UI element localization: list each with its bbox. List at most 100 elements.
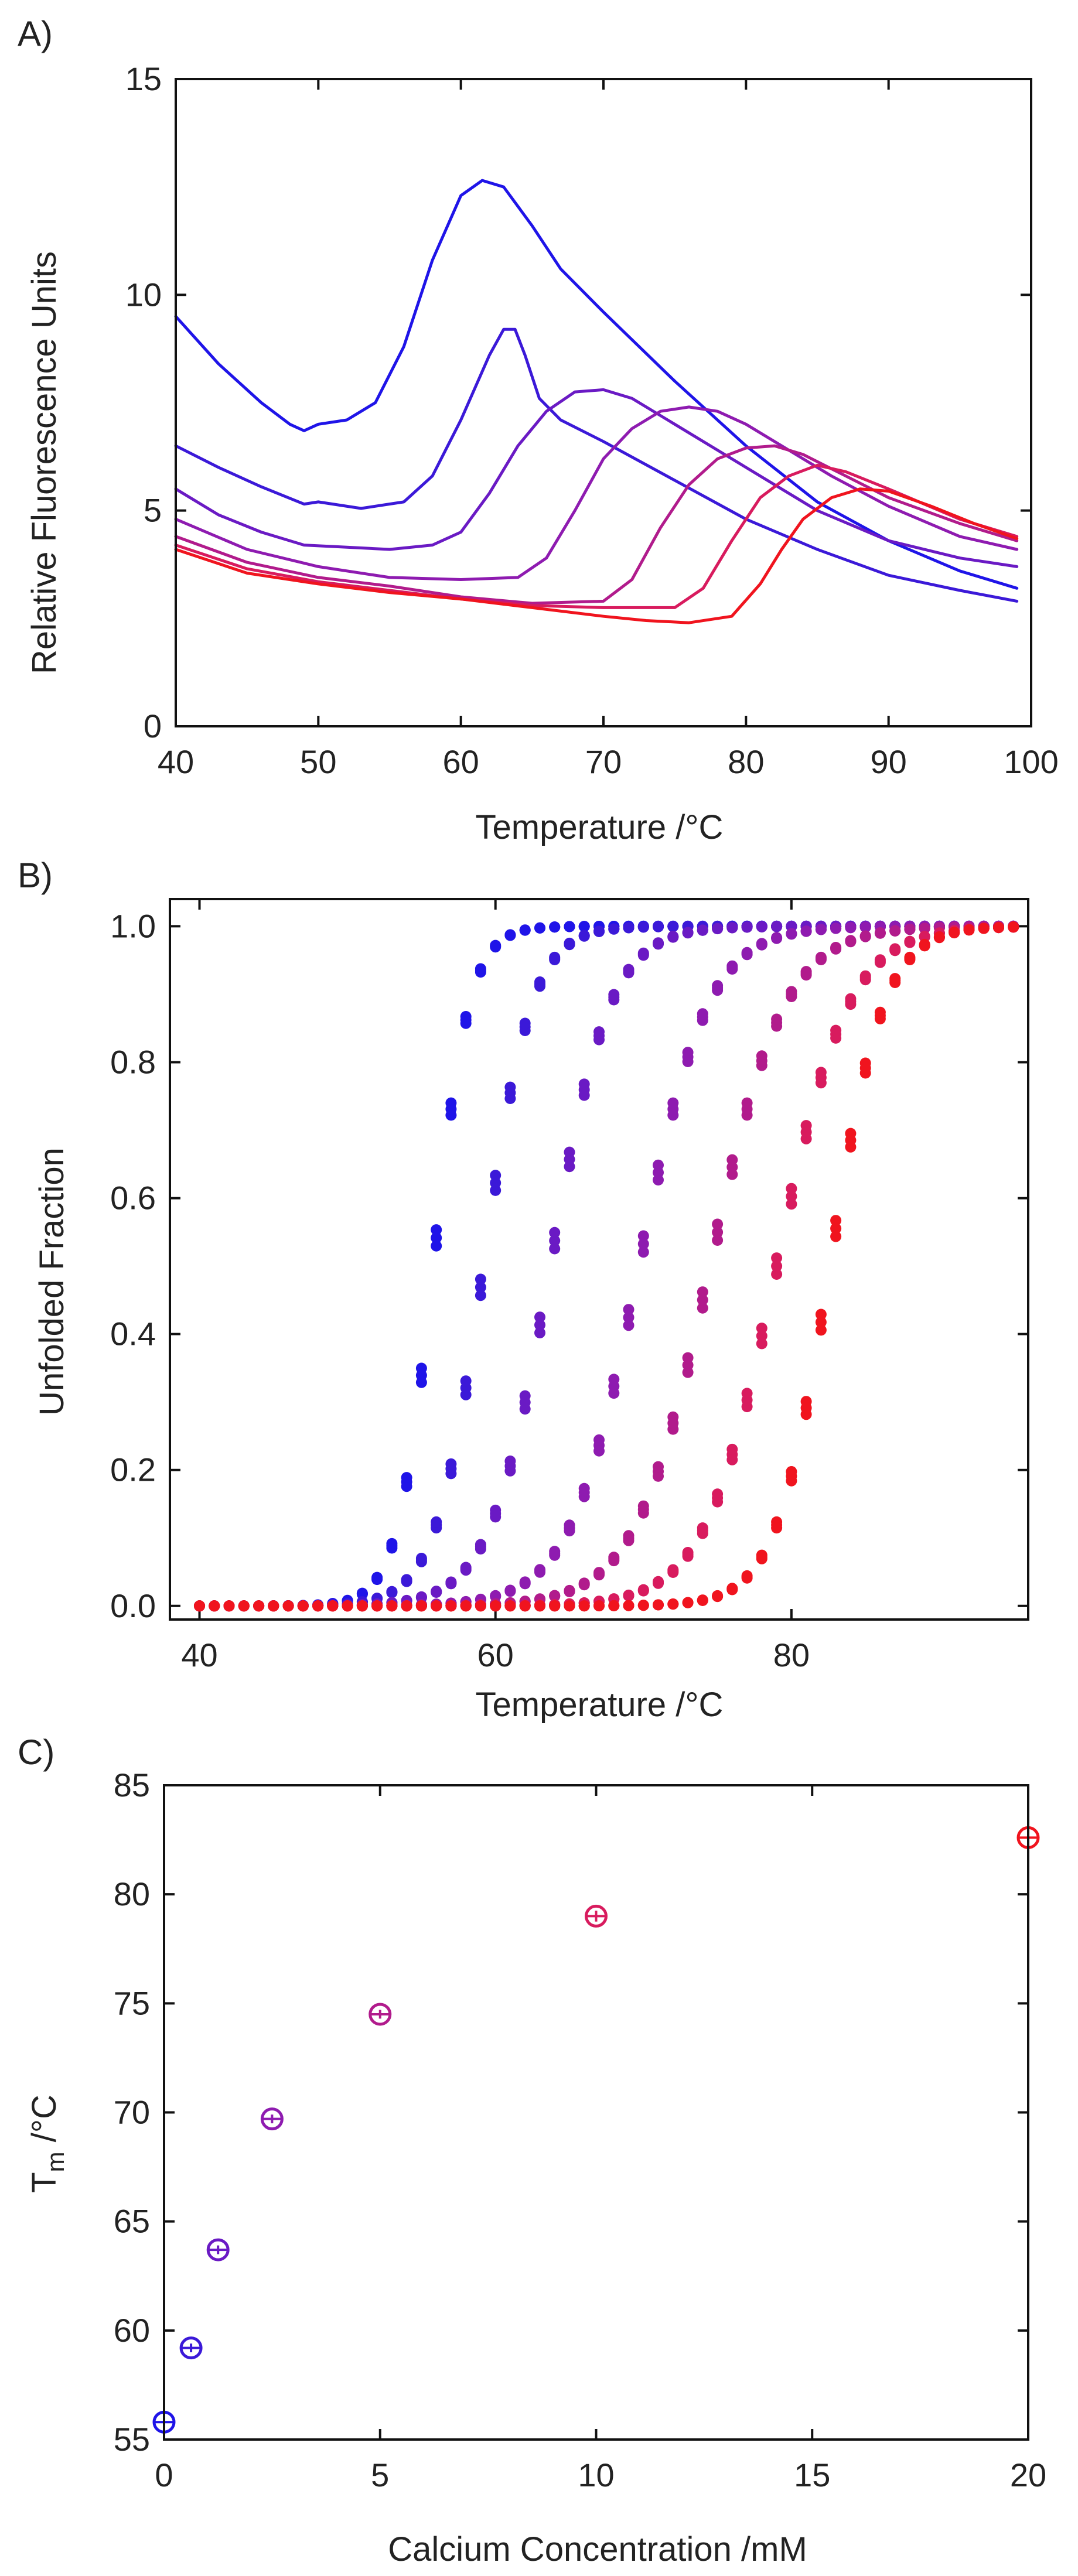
panel-c-data-point xyxy=(206,2238,230,2261)
panel-b-data-point xyxy=(682,1352,694,1364)
panel-b-data-point xyxy=(356,1600,368,1612)
panel-b-data-point xyxy=(401,1472,412,1484)
panel-a-series-line xyxy=(174,405,1019,581)
panel-b-data-point xyxy=(578,1482,590,1494)
panel-a-series-line xyxy=(174,179,1019,590)
panel-b-data-point xyxy=(786,1466,797,1477)
panel-b-data-point xyxy=(1008,921,1019,933)
panel-b-data-point xyxy=(431,1240,442,1252)
panel-b-data-point xyxy=(726,1443,738,1455)
panel-b-data-point xyxy=(963,924,975,935)
panel-b-data-point xyxy=(386,1586,398,1597)
panel-a-axes-frame xyxy=(175,78,1032,727)
panel-b-data-point xyxy=(667,931,679,942)
panel-c-data-point xyxy=(369,2003,392,2026)
panel-b-data-point xyxy=(490,1504,502,1516)
panel-b-data-point xyxy=(504,1584,516,1596)
panel-b-data-point xyxy=(342,1600,353,1612)
panel-b-data-point xyxy=(608,1600,620,1611)
panel-a-series-line xyxy=(174,388,1019,568)
panel-b-data-point xyxy=(504,929,516,941)
panel-b-data-point xyxy=(238,1600,250,1612)
panel-a-series-line xyxy=(174,444,1019,605)
panel-b-xtick-label: 60 xyxy=(477,1637,514,1673)
panel-b-data-point xyxy=(756,1549,767,1561)
panel-b-data-point xyxy=(475,1539,486,1550)
panel-b-data-point xyxy=(490,939,502,951)
panel-b-data-point xyxy=(578,1600,590,1612)
panel-b-data-point xyxy=(519,1576,531,1588)
panel-b-data-point xyxy=(475,1290,486,1301)
panel-b-data-point xyxy=(623,964,634,975)
panel-a-ytick-label: 5 xyxy=(144,492,162,529)
panel-c-data-point xyxy=(179,2336,203,2360)
panel-b-data-point xyxy=(564,1519,575,1531)
panel-b-data-point xyxy=(578,1577,590,1589)
panel-b-data-point xyxy=(623,1304,634,1316)
panel-a-xtick-label: 40 xyxy=(158,743,194,780)
panel-b-data-point xyxy=(223,1600,235,1612)
panel-b-data-point xyxy=(623,922,634,934)
panel-c-ytick-label: 85 xyxy=(114,1767,150,1803)
panel-b-data-point xyxy=(889,925,901,937)
panel-b-xlabel: Temperature /°C xyxy=(476,1686,724,1724)
panel-c-plot-area: 0 5 10 15 20 55 60 65 70 75 80 85 xyxy=(114,1767,1046,2493)
panel-a-line-chart: A) 40 50 60 70 80 90 100 0 5 10 15 Relative Fluore… xyxy=(18,14,1059,846)
panel-b-data-point xyxy=(608,1374,620,1385)
panel-b-data-point xyxy=(889,973,901,985)
panel-b-data-point xyxy=(445,1600,457,1612)
panel-b-data-point xyxy=(386,1538,398,1549)
panel-a-xtick-label: 90 xyxy=(871,743,907,780)
panel-b-data-point xyxy=(312,1600,324,1612)
panel-b-data-point xyxy=(919,931,930,942)
panel-b-data-point xyxy=(771,1269,783,1280)
panel-b-data-point xyxy=(771,1516,783,1528)
panel-b-data-point xyxy=(431,1516,442,1528)
panel-b-data-point xyxy=(697,1294,708,1306)
panel-c-xtick-label: 5 xyxy=(371,2457,389,2493)
panel-a-xtick-label: 100 xyxy=(1004,743,1058,780)
panel-b-data-point xyxy=(697,1302,708,1314)
panel-b-data-point xyxy=(786,986,797,997)
panel-c-xtick-label: 15 xyxy=(794,2457,830,2493)
panel-b-data-point xyxy=(504,1456,516,1467)
panel-b-data-point xyxy=(815,1067,827,1078)
panel-b-data-point xyxy=(637,1230,649,1242)
panel-a-ytick-label: 10 xyxy=(125,276,162,313)
panel-b-data-point xyxy=(327,1600,339,1612)
panel-b-data-point xyxy=(697,1594,708,1606)
panel-b-data-point xyxy=(815,1309,827,1320)
panel-b-ytick-label: 0.8 xyxy=(110,1043,156,1080)
panel-b-data-point xyxy=(874,954,886,966)
panel-b-data-point xyxy=(549,1546,561,1557)
panel-b-data-point xyxy=(519,1017,531,1029)
panel-b-data-point xyxy=(756,1050,767,1062)
panel-b-data-point xyxy=(637,1600,649,1611)
panel-b-data-point xyxy=(490,1590,502,1601)
panel-c-scatter-chart: C) 0 5 10 15 20 55 60 65 70 75 80 85 Tm /°C Calcium… xyxy=(18,1733,1046,2568)
panel-b-data-point xyxy=(593,1600,605,1612)
panel-b-data-point xyxy=(445,1097,457,1109)
panel-a-xtick-label: 70 xyxy=(585,743,622,780)
panel-b-data-point xyxy=(771,1252,783,1264)
panel-b-data-point xyxy=(194,1600,205,1612)
panel-b-data-point xyxy=(534,1564,545,1576)
panel-b-ytick-label: 0.4 xyxy=(110,1316,156,1352)
panel-b-data-point xyxy=(371,1600,383,1612)
panel-b-data-point xyxy=(504,1081,516,1093)
panel-b-data-point xyxy=(549,951,561,963)
panel-b-data-point xyxy=(386,1600,398,1612)
panel-b-data-point xyxy=(667,1564,679,1576)
panel-b-data-point xyxy=(933,931,945,942)
panel-b-data-point xyxy=(741,1388,753,1399)
panel-b-data-point xyxy=(726,922,738,934)
panel-b-data-point xyxy=(534,1311,545,1323)
panel-b-data-point xyxy=(371,1571,383,1583)
panel-b-data-point xyxy=(830,942,842,953)
panel-b-data-point xyxy=(460,1375,472,1387)
panel-b-data-point xyxy=(800,925,812,937)
panel-b-data-point xyxy=(741,1570,753,1581)
panel-b-ytick-label: 0.6 xyxy=(110,1180,156,1217)
panel-b-data-point xyxy=(786,1198,797,1210)
